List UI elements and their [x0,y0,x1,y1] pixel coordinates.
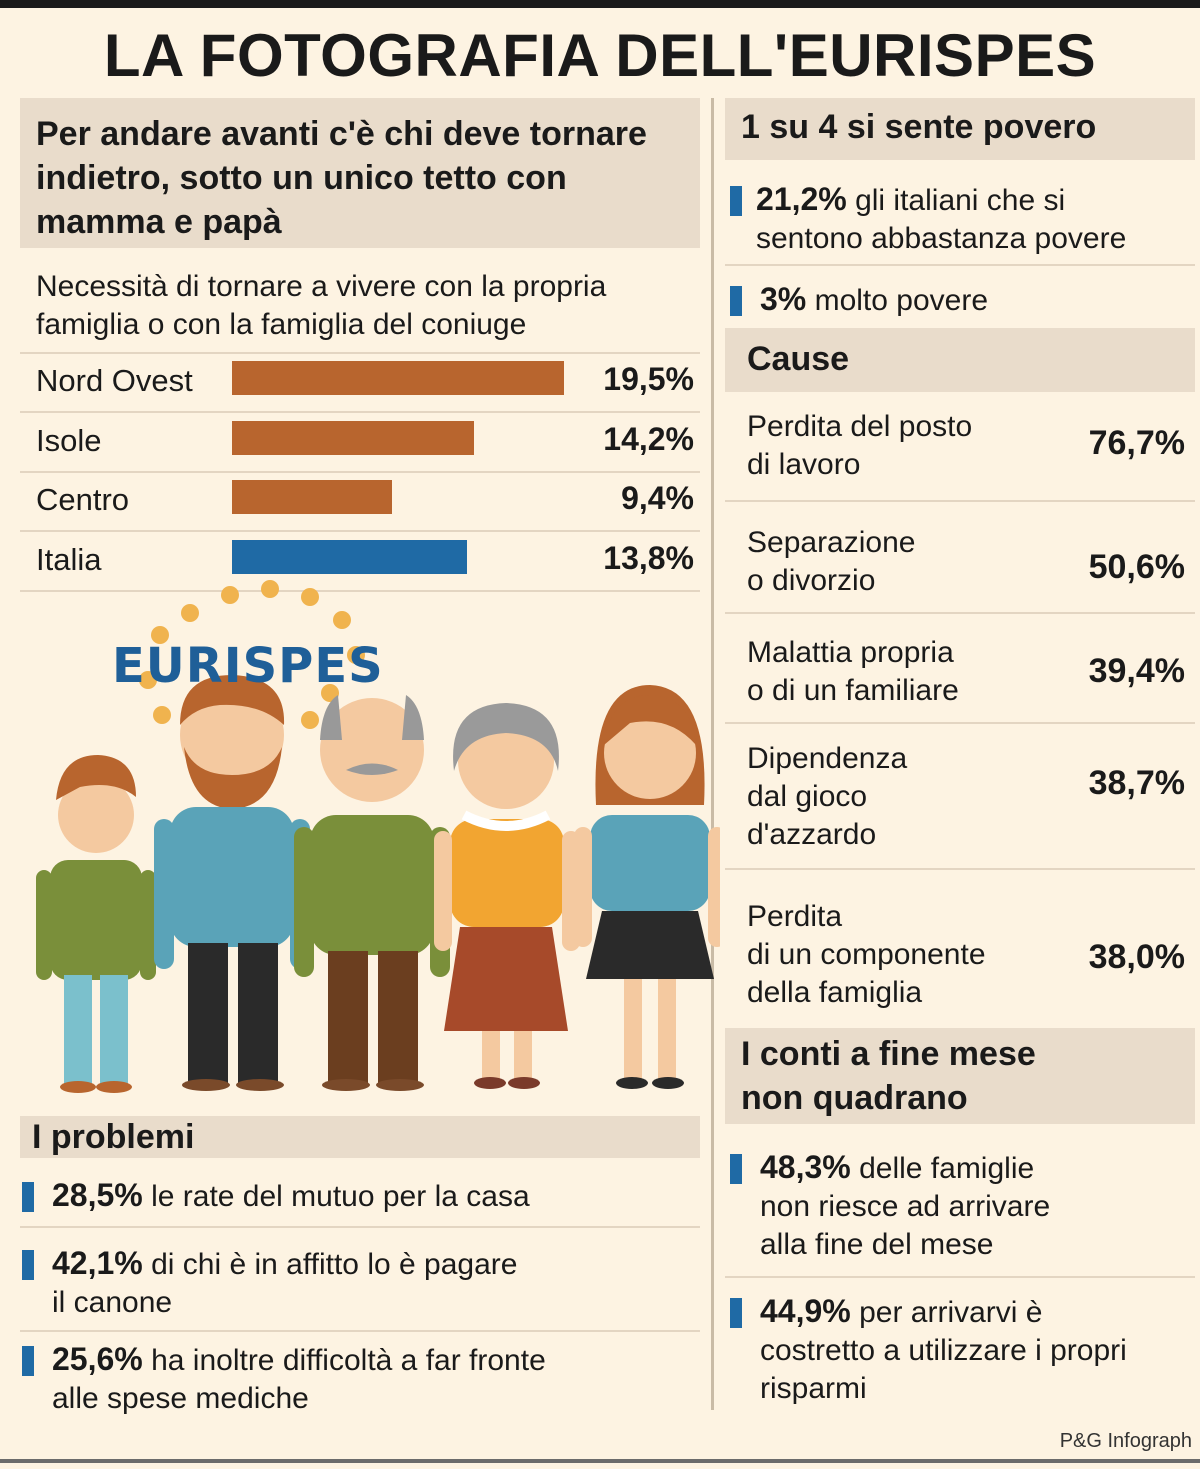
bar-row: Italia 13,8% [20,534,700,592]
bar-category-label: Centro [36,482,130,517]
poverty-heading-box: 1 su 4 si sente povero [725,98,1195,160]
bar-row: Isole 14,2% [20,415,700,473]
problem-text-line2: alle spese mediche [52,1382,309,1415]
cause-label: Dipendenza dal gioco d'azzardo [747,742,908,851]
bar [232,480,393,514]
bar-category-label: Isole [36,422,102,458]
cause-value: 76,7% [1088,424,1185,462]
month-end-text: per arrivarvi è [859,1296,1043,1329]
cause-value: 38,0% [1088,938,1185,976]
problem-text: ha inoltre difficoltà a far fronte [151,1344,546,1377]
father-figure-icon [154,675,310,1091]
month-end-text-line2: costretto a utilizzare i propri [760,1334,1127,1367]
blue-marker-icon [22,1250,34,1280]
separator [20,352,700,354]
bar [232,361,564,395]
blue-marker-icon [730,1298,742,1328]
cause-value: 38,7% [1088,764,1185,802]
bar [232,420,474,455]
causes-heading-box: Cause [725,328,1195,392]
separator [20,411,700,413]
month-end-text-line3: alla fine del mese [760,1228,994,1261]
poverty-text-line2: sentono abbastanza povere [756,222,1127,255]
month-end-heading: I conti a fine mese non quadrano [741,1035,1036,1117]
star-ring-icon [139,580,365,729]
cause-value: 50,6% [1088,548,1185,586]
poverty-heading: 1 su 4 si sente povero [741,108,1097,146]
cause-row: Separazione o divorzio 50,6% [725,524,1195,614]
cause-row: Perdita di un componente della famiglia 38… [725,898,1195,1018]
separator [20,1330,700,1332]
poverty-text: molto povere [814,284,989,317]
cause-row: Dipendenza dal gioco d'azzardo 38,7% [725,740,1195,860]
month-end-text-line2: non riesce ad arrivare [760,1190,1051,1223]
problem-text: le rate del mutuo per la casa [151,1180,530,1213]
cause-row: Malattia propria o di un familiare 39,4% [725,634,1195,724]
cause-row: Perdita del posto di lavoro 76,7% [725,408,1195,498]
separator [725,722,1195,724]
poverty-value: 21,2% [756,181,847,217]
bar [232,539,467,574]
bar-category-label: Nord Ovest [36,363,193,398]
problems-heading-box: I problemi [20,1116,700,1158]
separator [725,868,1195,870]
month-end-value: 44,9% [760,1293,851,1329]
bar-row: Centro 9,4% [20,474,700,532]
separator [725,264,1195,266]
credit: P&G Infograph [1059,1430,1192,1452]
separator [725,1276,1195,1278]
problems-heading: I problemi [32,1118,195,1156]
poverty-value: 3% [760,281,807,317]
top-rule [0,0,1200,8]
left-heading-box: Per andare avanti c'è chi deve tornare i… [20,98,700,248]
problem-value: 25,6% [52,1341,143,1377]
left-heading: Per andare avanti c'è chi deve tornare i… [36,115,647,241]
cause-value: 39,4% [1088,652,1185,690]
mother-figure-icon [574,685,726,1089]
bar-category-label: Italia [36,541,102,577]
blue-marker-icon [22,1346,34,1376]
blue-marker-icon [730,1154,742,1184]
blue-marker-icon [730,186,742,216]
cause-label: Perdita di un componente della famiglia [747,900,986,1009]
problem-text: di chi è in affitto lo è pagare [151,1248,518,1281]
column-divider [711,98,714,1410]
month-end-text-line3: risparmi [760,1372,867,1405]
separator [725,500,1195,502]
bar-value-label: 19,5% [603,361,694,397]
separator [725,612,1195,614]
grandmother-figure-icon [434,703,580,1089]
blue-marker-icon [730,286,742,316]
grandfather-figure-icon [294,695,450,1091]
bar-value-label: 13,8% [603,539,694,576]
eurispes-logo: EURISPES [112,638,384,694]
bar-value-label: 14,2% [603,420,694,457]
problem-value: 28,5% [52,1177,143,1213]
bottom-rule [0,1459,1200,1463]
separator [20,530,700,532]
bar-row: Nord Ovest 19,5% [20,355,700,413]
separator [20,589,700,592]
problem-text-line2: il canone [52,1286,173,1319]
child-figure-icon [36,755,156,1093]
month-end-text: delle famiglie [859,1152,1035,1185]
bar-value-label: 9,4% [621,480,694,516]
cause-label: Separazione o divorzio [747,526,916,597]
blue-marker-icon [22,1182,34,1212]
causes-heading: Cause [747,340,850,378]
poverty-text: gli italiani che si [855,184,1066,217]
chart-subtitle: Necessità di tornare a vivere con la pro… [36,270,607,341]
page-title: LA FOTOGRAFIA DELL'EURISPES [103,22,1097,89]
cause-label: Perdita del posto di lavoro [747,410,973,481]
separator [20,470,700,473]
month-end-value: 48,3% [760,1149,851,1185]
cause-label: Malattia propria o di un familiare [747,636,959,707]
separator [20,1226,700,1228]
month-end-heading-box: I conti a fine mese non quadrano [725,1028,1195,1124]
problem-value: 42,1% [52,1245,143,1281]
